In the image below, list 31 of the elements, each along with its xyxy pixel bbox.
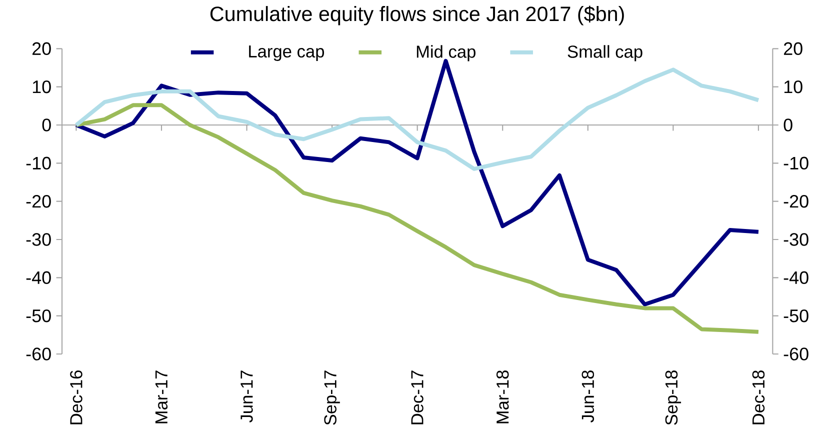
y2-tick-label: 10	[784, 80, 802, 94]
chart-title: Cumulative equity flows since Jan 2017 ($bn)	[210, 6, 624, 26]
x-tick-label: Sep-18	[665, 370, 682, 425]
legend-label: Small cap	[568, 45, 642, 62]
y2-tick-label: -30	[784, 233, 808, 246]
x-tick-label: Dec-18	[752, 370, 765, 424]
y-tick-label: -20	[26, 194, 51, 208]
x-tick-label: Mar-17	[155, 370, 168, 424]
x-tick-label: Jun-17	[240, 370, 253, 422]
legend-label: Large cap	[249, 45, 324, 61]
y-tick-label: -10	[26, 156, 51, 170]
x-tick-label: Dec-16	[70, 370, 82, 424]
x-tick-label: Sep-17	[324, 370, 340, 425]
y-tick-label: -60	[26, 348, 51, 360]
y2-tick-label: 20	[784, 42, 802, 56]
y2-tick-label: -60	[784, 348, 808, 360]
x-tick-label: Mar-18	[496, 370, 509, 424]
y-tick-label: -30	[26, 233, 51, 246]
y2-tick-label: -50	[784, 309, 808, 322]
y-tick-label: 0	[42, 118, 51, 132]
y-tick-label: 10	[32, 80, 51, 94]
y-tick-label: -40	[26, 271, 51, 284]
x-tick-label: Dec-17	[411, 370, 424, 424]
y2-tick-label: 0	[784, 118, 792, 132]
y-tick-label: 20	[32, 42, 51, 56]
y2-tick-label: -40	[784, 271, 808, 284]
x-tick-label: Jun-18	[582, 370, 594, 422]
y2-tick-label: -10	[784, 156, 808, 170]
legend-label: Mid cap	[416, 45, 476, 62]
y-tick-label: -50	[26, 309, 51, 322]
y2-tick-label: -20	[784, 194, 808, 208]
